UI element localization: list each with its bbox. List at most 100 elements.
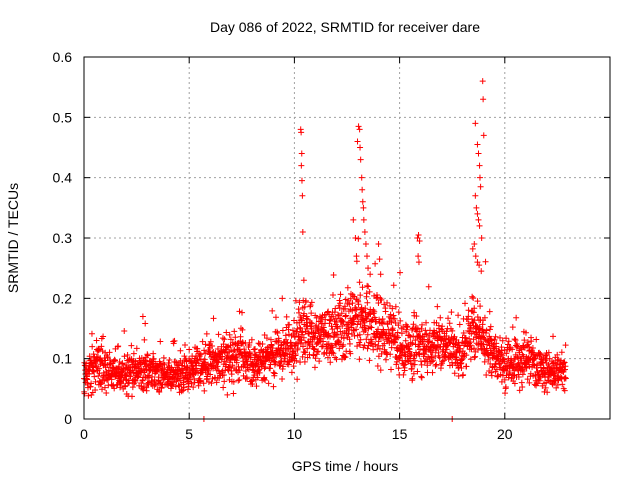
data-point	[467, 339, 474, 346]
data-point	[357, 336, 364, 343]
data-point	[87, 383, 94, 390]
data-point	[374, 294, 381, 301]
data-point	[357, 144, 364, 151]
data-point	[363, 253, 370, 260]
data-point	[516, 387, 523, 394]
data-point	[88, 391, 95, 398]
data-point	[482, 330, 489, 337]
data-point	[213, 379, 220, 386]
data-point	[550, 333, 557, 340]
data-point	[418, 374, 425, 381]
data-point	[367, 323, 374, 330]
data-point	[419, 321, 426, 328]
data-point	[517, 345, 524, 352]
data-point	[209, 343, 216, 350]
data-point	[339, 323, 346, 330]
data-point	[413, 313, 420, 320]
data-point	[95, 347, 102, 354]
data-point	[476, 262, 483, 269]
data-point	[475, 341, 482, 348]
data-point	[246, 339, 253, 346]
data-point	[151, 376, 158, 383]
data-point	[428, 358, 435, 365]
data-point	[296, 309, 303, 316]
data-point	[174, 376, 181, 383]
data-point	[350, 318, 357, 325]
data-point	[401, 349, 408, 356]
data-point	[542, 384, 549, 391]
data-point	[359, 186, 366, 193]
data-point	[171, 337, 178, 344]
data-point	[338, 310, 345, 317]
data-point	[352, 235, 359, 241]
data-point	[252, 346, 259, 353]
data-point	[342, 313, 349, 320]
data-point	[100, 333, 107, 340]
data-point	[101, 384, 108, 391]
data-point	[359, 198, 366, 205]
data-point	[416, 238, 423, 245]
data-point	[309, 320, 316, 327]
data-point	[451, 370, 458, 377]
data-point	[397, 269, 404, 276]
data-point	[298, 177, 305, 184]
data-point	[194, 345, 201, 352]
data-point	[356, 126, 363, 133]
data-point	[129, 384, 136, 391]
data-point	[275, 339, 282, 346]
data-point	[511, 336, 518, 343]
data-point	[127, 373, 134, 380]
data-point	[529, 345, 536, 352]
data-point	[292, 297, 299, 304]
data-point	[353, 253, 360, 260]
data-point	[221, 336, 228, 343]
data-point	[474, 298, 481, 305]
data-point	[282, 350, 289, 357]
data-point	[399, 342, 406, 349]
data-point	[403, 323, 410, 330]
data-point	[200, 380, 207, 387]
data-point	[336, 297, 343, 304]
data-point	[483, 372, 490, 379]
data-point	[414, 368, 421, 375]
data-point	[290, 347, 297, 354]
data-point	[357, 341, 364, 348]
data-point	[545, 349, 552, 356]
data-point	[390, 312, 397, 319]
data-point	[308, 325, 315, 332]
data-point	[376, 334, 383, 341]
data-point	[462, 334, 469, 341]
data-point	[423, 319, 430, 326]
data-point	[194, 357, 201, 364]
data-point	[381, 340, 388, 347]
data-point	[230, 348, 237, 355]
data-point	[92, 378, 99, 385]
data-point	[443, 328, 450, 335]
data-point	[522, 363, 529, 370]
data-point	[492, 333, 499, 340]
data-point	[329, 326, 336, 333]
data-point	[509, 324, 516, 331]
data-point	[521, 337, 528, 344]
data-point	[361, 228, 368, 235]
data-point	[358, 174, 365, 181]
data-point	[395, 322, 402, 329]
data-point	[269, 307, 276, 314]
data-point	[392, 339, 399, 346]
data-point	[467, 356, 474, 363]
data-point	[561, 359, 568, 366]
data-point	[410, 321, 417, 328]
data-point	[403, 326, 410, 333]
data-point	[522, 329, 529, 336]
data-point	[394, 334, 401, 341]
data-point	[345, 330, 352, 337]
data-point	[384, 299, 391, 306]
data-point	[333, 356, 340, 363]
data-point	[388, 319, 395, 326]
data-point	[491, 336, 498, 343]
data-point	[408, 365, 415, 372]
data-point	[513, 314, 520, 321]
data-point	[239, 309, 246, 316]
data-point	[399, 357, 406, 364]
data-point	[392, 303, 399, 310]
